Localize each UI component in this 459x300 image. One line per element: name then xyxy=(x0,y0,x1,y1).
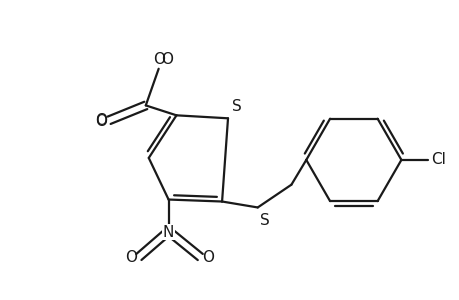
Text: S: S xyxy=(231,99,241,114)
Text: S: S xyxy=(259,213,269,228)
Text: N: N xyxy=(162,225,174,240)
Text: O: O xyxy=(124,250,137,265)
Text: O: O xyxy=(202,250,214,265)
Text: O: O xyxy=(152,52,164,67)
Text: O: O xyxy=(95,113,107,128)
Text: Cl: Cl xyxy=(430,152,445,167)
Text: O: O xyxy=(95,114,107,129)
Text: O: O xyxy=(160,52,172,67)
